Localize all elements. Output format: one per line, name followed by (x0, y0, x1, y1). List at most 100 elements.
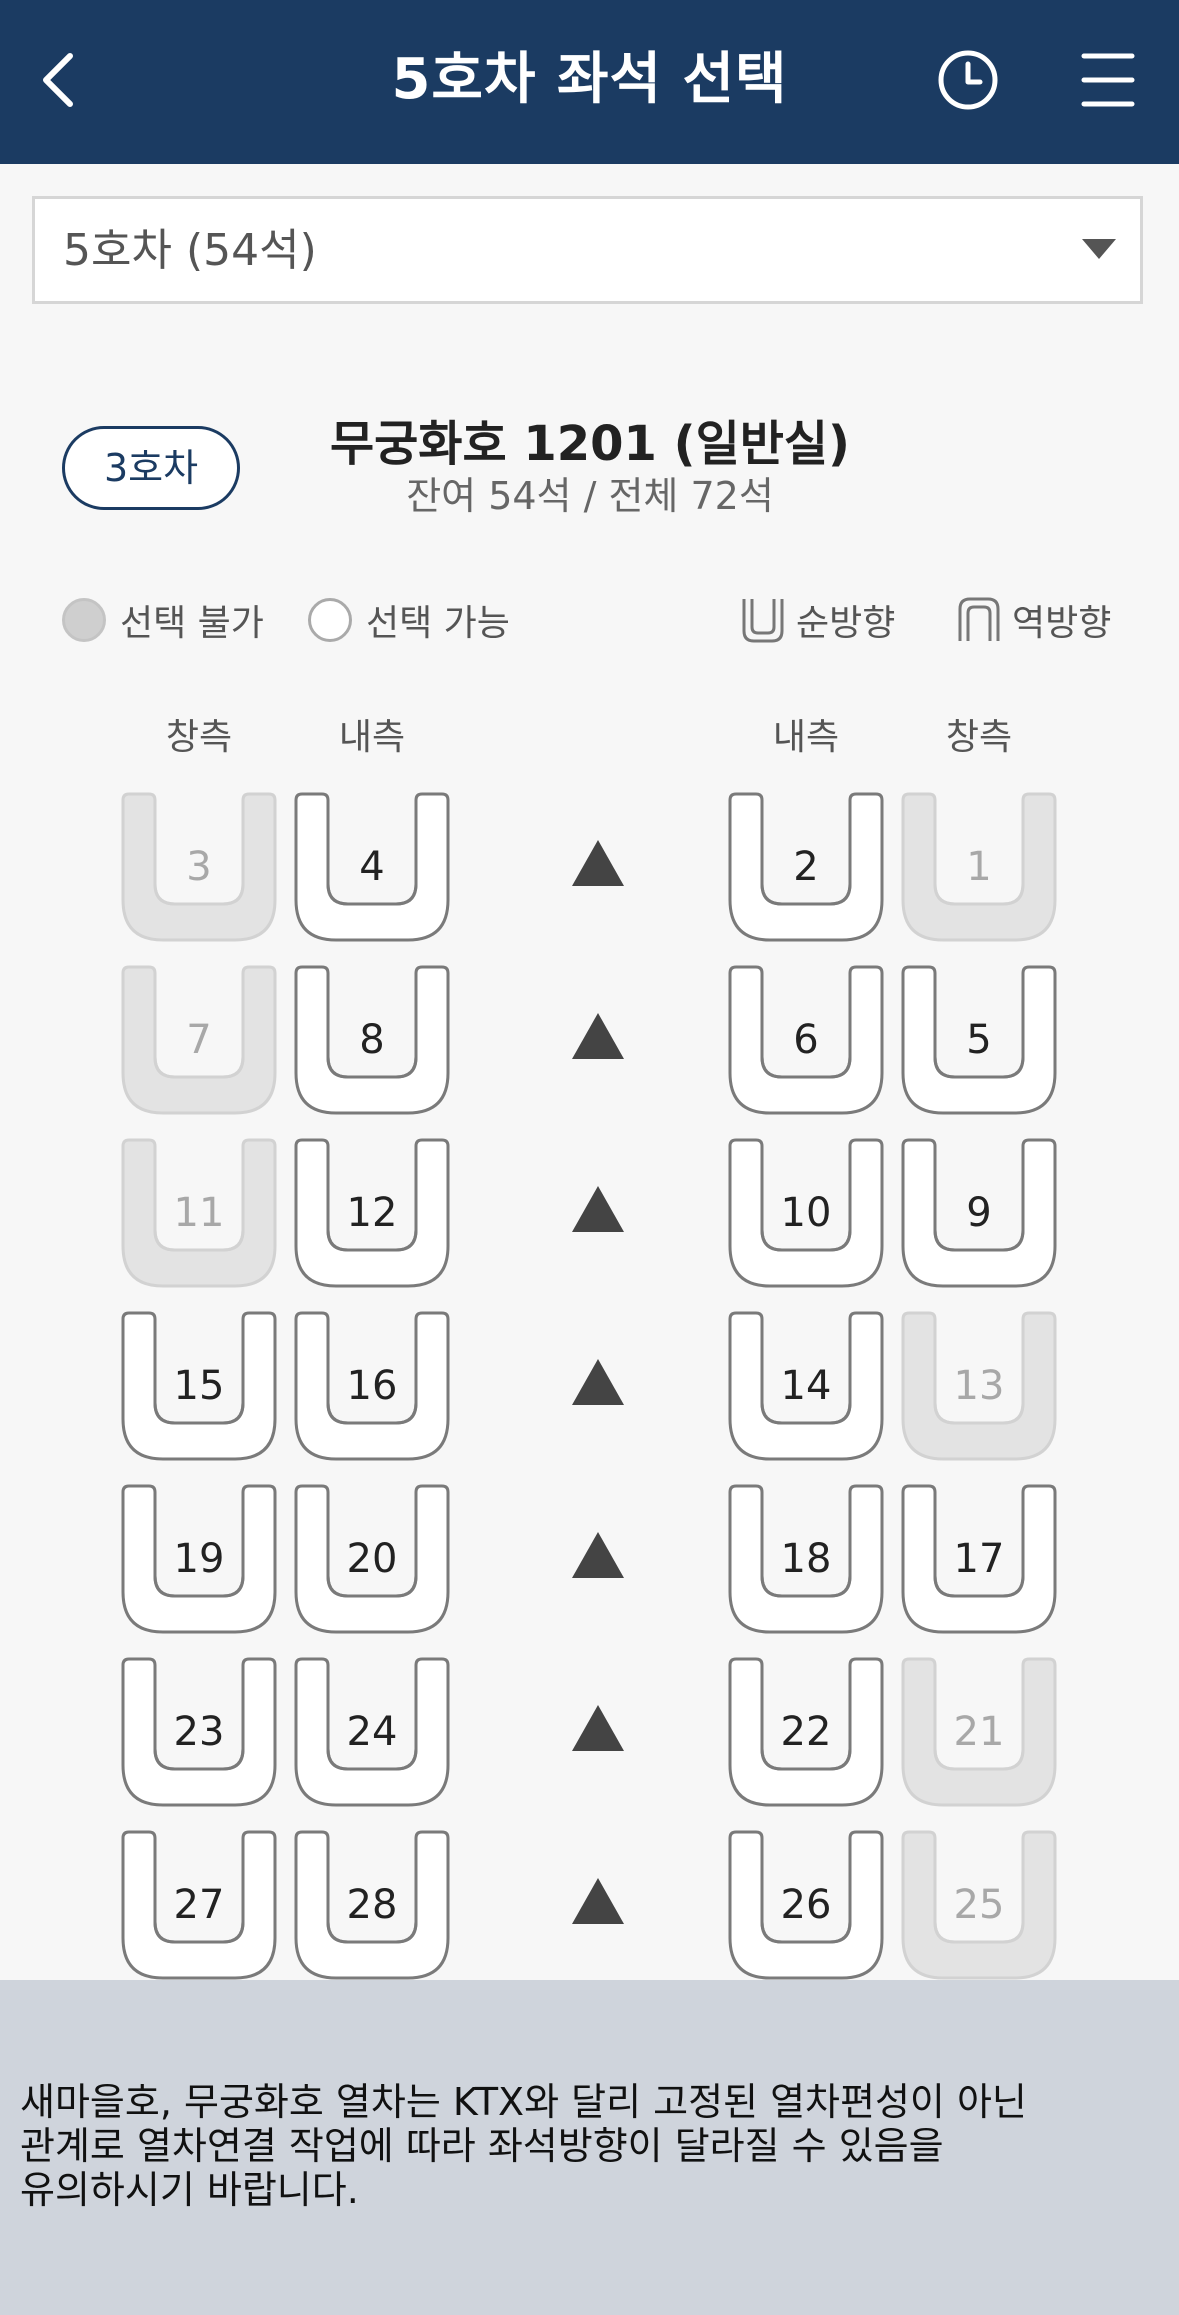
notice-line: 새마을호, 무궁화호 열차는 KTX와 달리 고정된 열차편성이 아닌 (20, 2080, 1027, 2124)
seat-5[interactable]: 5 (899, 963, 1059, 1117)
train-name: 무궁화호 1201 (일반실) (329, 416, 850, 472)
legend-backward: 역방향 (954, 590, 1111, 650)
seat-10[interactable]: 10 (726, 1136, 886, 1290)
seat-8[interactable]: 8 (292, 963, 452, 1117)
seat-26[interactable]: 26 (726, 1828, 886, 1982)
triangle-up-icon (572, 1186, 624, 1232)
seat-1[interactable]: 1 (899, 790, 1059, 944)
seat-number: 24 (346, 1709, 398, 1755)
notice-line: 관계로 열차연결 작업에 따라 좌석방향이 달라질 수 있음을 (20, 2124, 944, 2168)
seat-shape-icon (901, 1138, 1057, 1288)
page-title: 5호차 좌석 선택 (391, 47, 788, 112)
seat-2[interactable]: 2 (726, 790, 886, 944)
legend-unavailable: 선택 불가 (62, 590, 264, 650)
back-button[interactable] (22, 40, 102, 120)
seat-number: 2 (793, 844, 819, 890)
seat-6[interactable]: 6 (726, 963, 886, 1117)
seat-4[interactable]: 4 (292, 790, 452, 944)
seat-27[interactable]: 27 (119, 1828, 279, 1982)
app-header: 5호차 좌석 선택 (0, 0, 1179, 164)
unavailable-dot-icon (62, 598, 106, 642)
seat-shape-icon (901, 1657, 1057, 1807)
triangle-up-icon (572, 1359, 624, 1405)
seat-22[interactable]: 22 (726, 1655, 886, 1809)
seat-shape-icon (728, 1657, 884, 1807)
seat-shape-icon (728, 1138, 884, 1288)
seat-3[interactable]: 3 (119, 790, 279, 944)
seat-18[interactable]: 18 (726, 1482, 886, 1636)
seat-shape-icon (901, 965, 1057, 1115)
seat-number: 8 (359, 1017, 385, 1063)
seat-shape-icon (728, 792, 884, 942)
seat-number: 1 (966, 844, 992, 890)
seat-number: 17 (953, 1536, 1005, 1582)
seat-24[interactable]: 24 (292, 1655, 452, 1809)
history-button[interactable] (928, 40, 1008, 120)
legend-available-label: 선택 가능 (366, 603, 510, 644)
seat-shape-icon (121, 1484, 277, 1634)
seat-16[interactable]: 16 (292, 1309, 452, 1463)
seat-shape-icon (901, 1484, 1057, 1634)
seat-shape-icon (728, 1830, 884, 1980)
seat-shape-icon (121, 965, 277, 1115)
seat-shape-icon (728, 965, 884, 1115)
legend-available: 선택 가능 (308, 590, 510, 650)
seat-25[interactable]: 25 (899, 1828, 1059, 1982)
menu-button[interactable] (1068, 40, 1148, 120)
seat-15[interactable]: 15 (119, 1309, 279, 1463)
hamburger-menu-icon (1081, 53, 1135, 107)
triangle-up-icon (572, 1878, 624, 1924)
seat-12[interactable]: 12 (292, 1136, 452, 1290)
seat-13[interactable]: 13 (899, 1309, 1059, 1463)
seat-number: 16 (346, 1363, 398, 1409)
legend-unavailable-label: 선택 불가 (120, 603, 264, 644)
seat-17[interactable]: 17 (899, 1482, 1059, 1636)
triangle-up-icon (572, 1705, 624, 1751)
seat-number: 3 (186, 844, 212, 890)
seat-number: 15 (173, 1363, 225, 1409)
seat-23[interactable]: 23 (119, 1655, 279, 1809)
seat-number: 23 (173, 1709, 225, 1755)
seat-shape-icon (294, 1138, 450, 1288)
notice-panel: 새마을호, 무궁화호 열차는 KTX와 달리 고정된 열차편성이 아닌 관계로 … (0, 1980, 1179, 2315)
seat-shape-icon (294, 1311, 450, 1461)
seat-shape-icon (121, 792, 277, 942)
seat-shape-icon (121, 1311, 277, 1461)
seat-number: 21 (953, 1709, 1005, 1755)
seat-14[interactable]: 14 (726, 1309, 886, 1463)
seat-shape-icon (294, 1830, 450, 1980)
seat-shape-icon (121, 1830, 277, 1980)
seat-shape-icon (728, 1311, 884, 1461)
seat-number: 27 (173, 1882, 225, 1928)
forward-seat-icon (742, 599, 784, 643)
seat-9[interactable]: 9 (899, 1136, 1059, 1290)
column-label-aisle-left: 내측 (338, 717, 406, 758)
seat-19[interactable]: 19 (119, 1482, 279, 1636)
car-select-dropdown[interactable]: 5호차 (54석) (32, 196, 1143, 304)
seat-28[interactable]: 28 (292, 1828, 452, 1982)
seat-shape-icon (294, 1657, 450, 1807)
seat-shape-icon (294, 965, 450, 1115)
seat-number: 6 (793, 1017, 819, 1063)
seat-number: 26 (780, 1882, 832, 1928)
backward-seat-icon (958, 597, 1000, 641)
triangle-down-icon (1082, 239, 1116, 259)
seat-shape-icon (121, 1657, 277, 1807)
car-chip[interactable]: 3호차 (62, 426, 240, 510)
seat-11[interactable]: 11 (119, 1136, 279, 1290)
column-label-window-right: 창측 (945, 717, 1013, 758)
clock-icon (938, 50, 998, 110)
seat-7[interactable]: 7 (119, 963, 279, 1117)
triangle-up-icon (572, 1013, 624, 1059)
seat-number: 18 (780, 1536, 832, 1582)
seat-shape-icon (121, 1138, 277, 1288)
seat-21[interactable]: 21 (899, 1655, 1059, 1809)
notice-text: 새마을호, 무궁화호 열차는 KTX와 달리 고정된 열차편성이 아닌 관계로 … (20, 2080, 1160, 2212)
seat-number: 12 (346, 1190, 398, 1236)
seat-20[interactable]: 20 (292, 1482, 452, 1636)
seat-number: 13 (953, 1363, 1005, 1409)
seat-number: 9 (966, 1190, 992, 1236)
car-select-value: 5호차 (54석) (63, 225, 317, 276)
column-label-window-left: 창측 (165, 717, 233, 758)
seat-number: 4 (359, 844, 385, 890)
